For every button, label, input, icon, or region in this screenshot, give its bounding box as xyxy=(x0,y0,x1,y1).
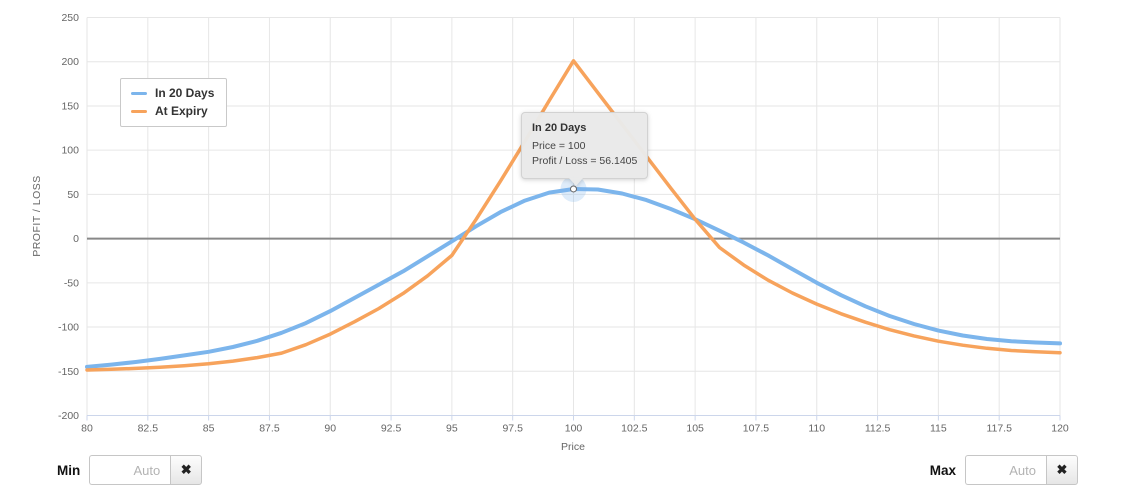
y-tick-label: -200 xyxy=(58,410,79,422)
x-tick-label: 105 xyxy=(686,423,704,435)
x-tick-label: 110 xyxy=(808,423,825,435)
x-tick-label: 92.5 xyxy=(381,423,402,435)
max-label: Max xyxy=(929,462,956,478)
legend-line-swatch xyxy=(131,110,147,114)
x-tick-label: 107.5 xyxy=(743,423,769,435)
x-tick-label: 112.5 xyxy=(865,423,891,435)
y-tick-label: 200 xyxy=(61,56,79,68)
y-tick-label: -100 xyxy=(58,322,79,334)
x-tick-label: 80 xyxy=(81,423,93,435)
y-axis-max-control: Max ✖ xyxy=(930,455,1078,485)
x-tick-label: 115 xyxy=(930,423,947,435)
x-tick-label: 97.5 xyxy=(502,423,523,435)
x-tick-label: 120 xyxy=(1051,423,1069,435)
x-tick-label: 95 xyxy=(446,423,458,435)
tooltip-series-name: In 20 Days xyxy=(532,122,587,134)
legend-label: At Expiry xyxy=(155,104,208,119)
y-tick-label: 0 xyxy=(73,233,79,245)
tooltip-price: Price = 100 xyxy=(532,139,586,152)
tooltip-profit-loss: Profit / Loss = 56.1405 xyxy=(532,155,638,168)
max-input[interactable] xyxy=(965,455,1046,485)
max-clear-button[interactable]: ✖ xyxy=(1046,455,1078,485)
x-icon: ✖ xyxy=(1056,462,1068,477)
x-axis-title: Price xyxy=(561,441,585,453)
x-tick-label: 102.5 xyxy=(621,423,647,435)
x-tick-label: 117.5 xyxy=(986,423,1012,435)
hover-marker[interactable] xyxy=(570,185,577,193)
max-input-group: ✖ xyxy=(965,455,1078,485)
x-tick-label: 82.5 xyxy=(138,423,159,435)
min-input-group: ✖ xyxy=(89,455,203,485)
legend-label: In 20 Days xyxy=(155,86,215,100)
x-tick-label: 87.5 xyxy=(259,423,280,435)
min-clear-button[interactable]: ✖ xyxy=(170,455,203,485)
y-tick-label: 100 xyxy=(61,145,79,157)
x-tick-label: 100 xyxy=(565,423,583,435)
legend-line-swatch xyxy=(131,92,147,96)
legend-item-in-20-days[interactable]: In 20 Days xyxy=(131,86,215,100)
x-tick-label: 85 xyxy=(203,423,215,435)
y-axis-min-control: Min ✖ xyxy=(57,455,203,485)
min-input[interactable] xyxy=(89,455,171,485)
chart-tooltip: In 20 Days Price = 100 Profit / Loss = 5… xyxy=(521,112,649,186)
min-label: Min xyxy=(57,462,81,478)
y-tick-label: -50 xyxy=(64,277,79,289)
y-tick-label: -150 xyxy=(58,366,79,378)
legend-item-at-expiry[interactable]: At Expiry xyxy=(131,104,214,119)
y-axis-title: PROFIT / LOSS xyxy=(31,175,43,257)
y-tick-label: 150 xyxy=(61,100,79,112)
x-icon: ✖ xyxy=(180,462,192,477)
y-tick-label: 50 xyxy=(67,189,79,201)
y-tick-label: 250 xyxy=(61,12,79,24)
chart-legend: In 20 Days At Expiry xyxy=(120,78,228,128)
series-line-at-expiry[interactable] xyxy=(85,59,1062,372)
x-tick-label: 90 xyxy=(324,423,336,435)
